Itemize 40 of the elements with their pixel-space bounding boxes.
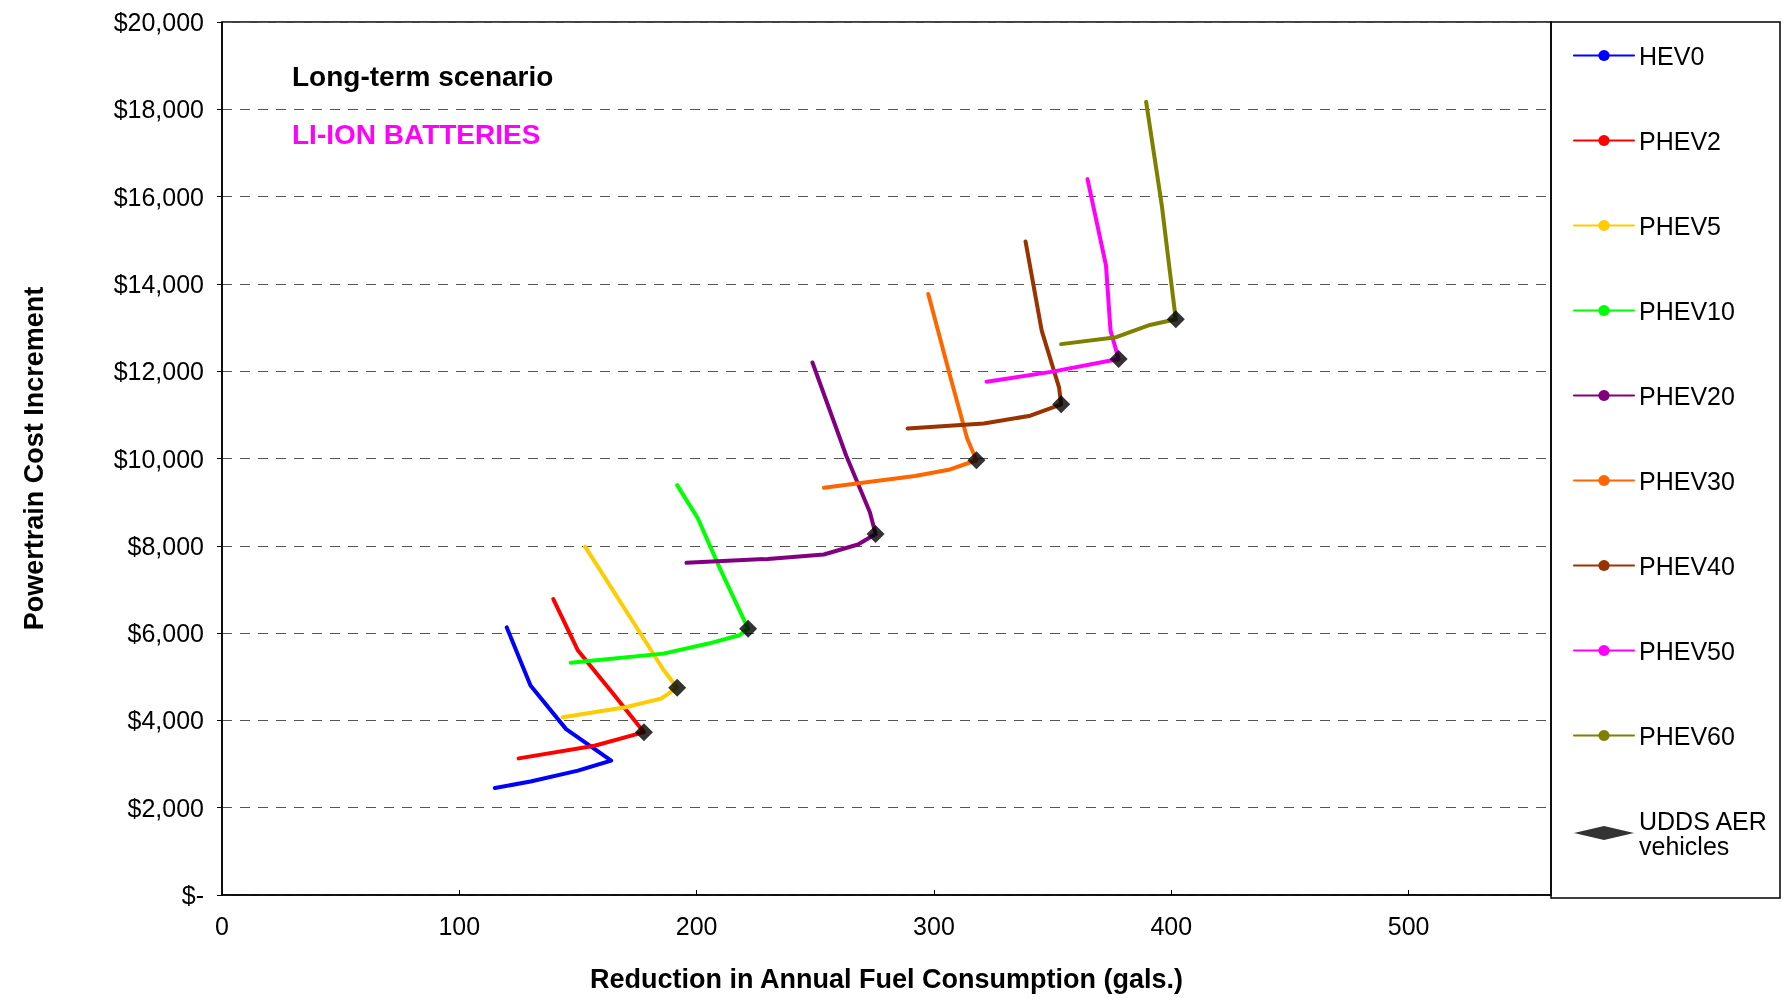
y-tick-label: $- xyxy=(181,881,204,909)
point xyxy=(1166,310,1185,329)
x-tick-label: 100 xyxy=(438,911,481,940)
point xyxy=(1052,395,1071,414)
y-tick-label: $8,000 xyxy=(127,531,204,560)
legend-label: HEV0 xyxy=(1639,41,1705,70)
point xyxy=(739,619,758,638)
x-tick-label: 200 xyxy=(675,911,718,940)
point xyxy=(668,678,687,697)
legend-label: PHEV10 xyxy=(1639,296,1735,325)
legend-label: UDDS AER vehicles xyxy=(1639,806,1774,860)
y-tick-label: $14,000 xyxy=(113,269,204,298)
line-series xyxy=(492,625,614,791)
x-tick-label: 300 xyxy=(913,911,955,940)
y-tick-label: $4,000 xyxy=(127,706,204,735)
legend-label: PHEV60 xyxy=(1639,721,1735,750)
x-tick-label: 400 xyxy=(1150,911,1193,940)
y-tick-label: $18,000 xyxy=(113,95,204,124)
x-axis-title: Reduction in Annual Fuel Consumption (gals.) xyxy=(590,963,1183,994)
y-tick-label: $12,000 xyxy=(113,357,204,386)
legend-label: PHEV50 xyxy=(1639,636,1735,665)
point xyxy=(967,451,986,470)
point xyxy=(634,723,653,742)
y-tick-label: $10,000 xyxy=(113,444,204,473)
point xyxy=(1109,349,1128,368)
x-tick-label: 500 xyxy=(1387,911,1430,940)
legend-label: PHEV30 xyxy=(1639,466,1735,495)
x-tick-label: 0 xyxy=(215,911,229,940)
y-axis-title: Powertrain Cost Increment xyxy=(18,286,49,631)
y-tick-label: $6,000 xyxy=(127,619,204,648)
annotation: LI-ION BATTERIES xyxy=(292,118,541,150)
legend-label: PHEV20 xyxy=(1639,381,1735,410)
y-tick-label: $2,000 xyxy=(127,793,204,822)
point xyxy=(866,525,885,544)
y-tick-label: $16,000 xyxy=(113,182,204,211)
legend-label: PHEV2 xyxy=(1639,126,1721,155)
legend-label: PHEV5 xyxy=(1639,211,1721,240)
legend-label: PHEV40 xyxy=(1639,551,1735,580)
annotation: Long-term scenario xyxy=(292,60,554,92)
y-tick-label: $20,000 xyxy=(113,8,204,36)
